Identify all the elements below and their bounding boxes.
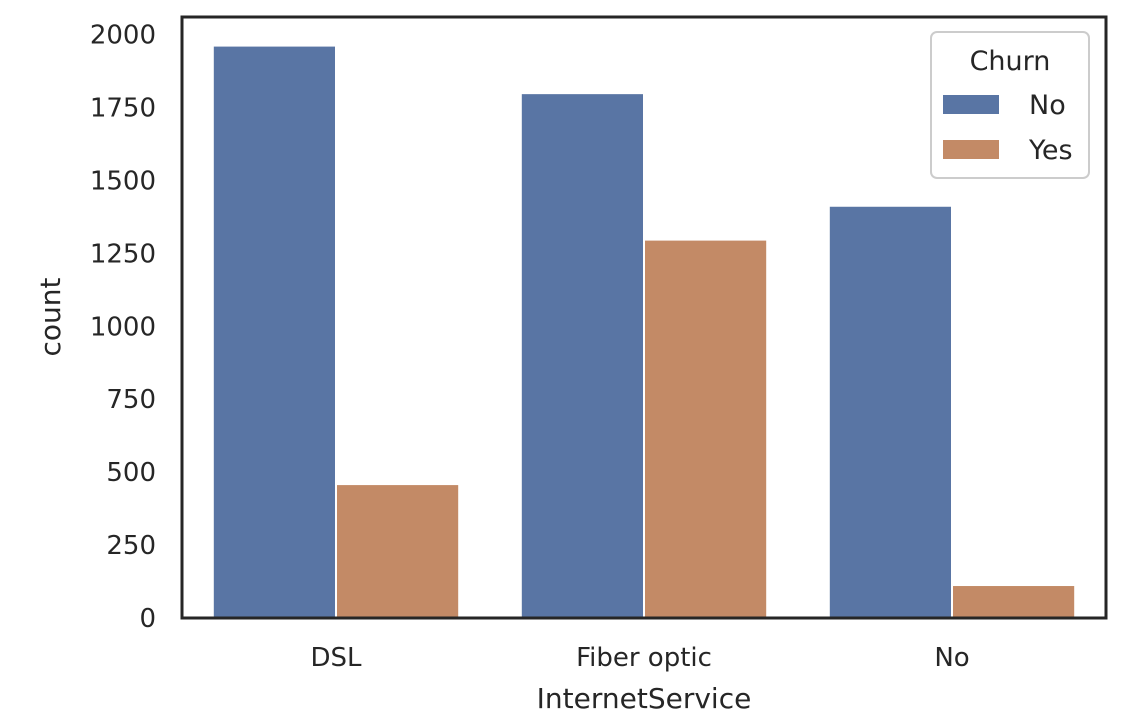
legend: Churn No Yes [930, 31, 1090, 179]
y-tick-label: 750 [106, 385, 156, 415]
legend-title: Churn [970, 46, 1051, 77]
y-tick-label: 1000 [90, 312, 156, 342]
y-tick-label: 250 [106, 531, 156, 561]
bar-yes-no [951, 584, 1077, 620]
y-tick-labels: 0 250 500 750 1000 1250 1500 1750 2000 [90, 21, 156, 634]
y-tick-label: 1250 [90, 239, 156, 269]
y-axis-label: count [34, 277, 67, 356]
legend-label-yes: Yes [1028, 135, 1073, 166]
y-tick-label: 2000 [90, 21, 156, 51]
bar-no-no [827, 204, 953, 619]
legend-swatch-no [943, 95, 999, 114]
y-tick-label: 0 [139, 604, 156, 634]
x-tick-label: No [934, 643, 969, 673]
x-tick-labels: DSL Fiber optic No [310, 643, 969, 673]
y-tick-label: 1500 [90, 166, 156, 196]
legend-label-no: No [1029, 90, 1066, 121]
bar-no-fiber-optic [519, 92, 645, 619]
y-tick-label: 1750 [90, 93, 156, 123]
x-axis-label: InternetService [537, 682, 752, 715]
bar-yes-fiber-optic [643, 238, 769, 619]
y-tick-label: 500 [106, 458, 156, 488]
bar-yes-dsl [335, 483, 461, 619]
x-tick-label: DSL [310, 643, 362, 673]
legend-swatch-yes [943, 140, 999, 159]
bars-layer [211, 44, 1077, 620]
axes-frame [180, 15, 1108, 620]
x-tick-label: Fiber optic [576, 643, 712, 673]
bar-no-dsl [211, 44, 337, 620]
